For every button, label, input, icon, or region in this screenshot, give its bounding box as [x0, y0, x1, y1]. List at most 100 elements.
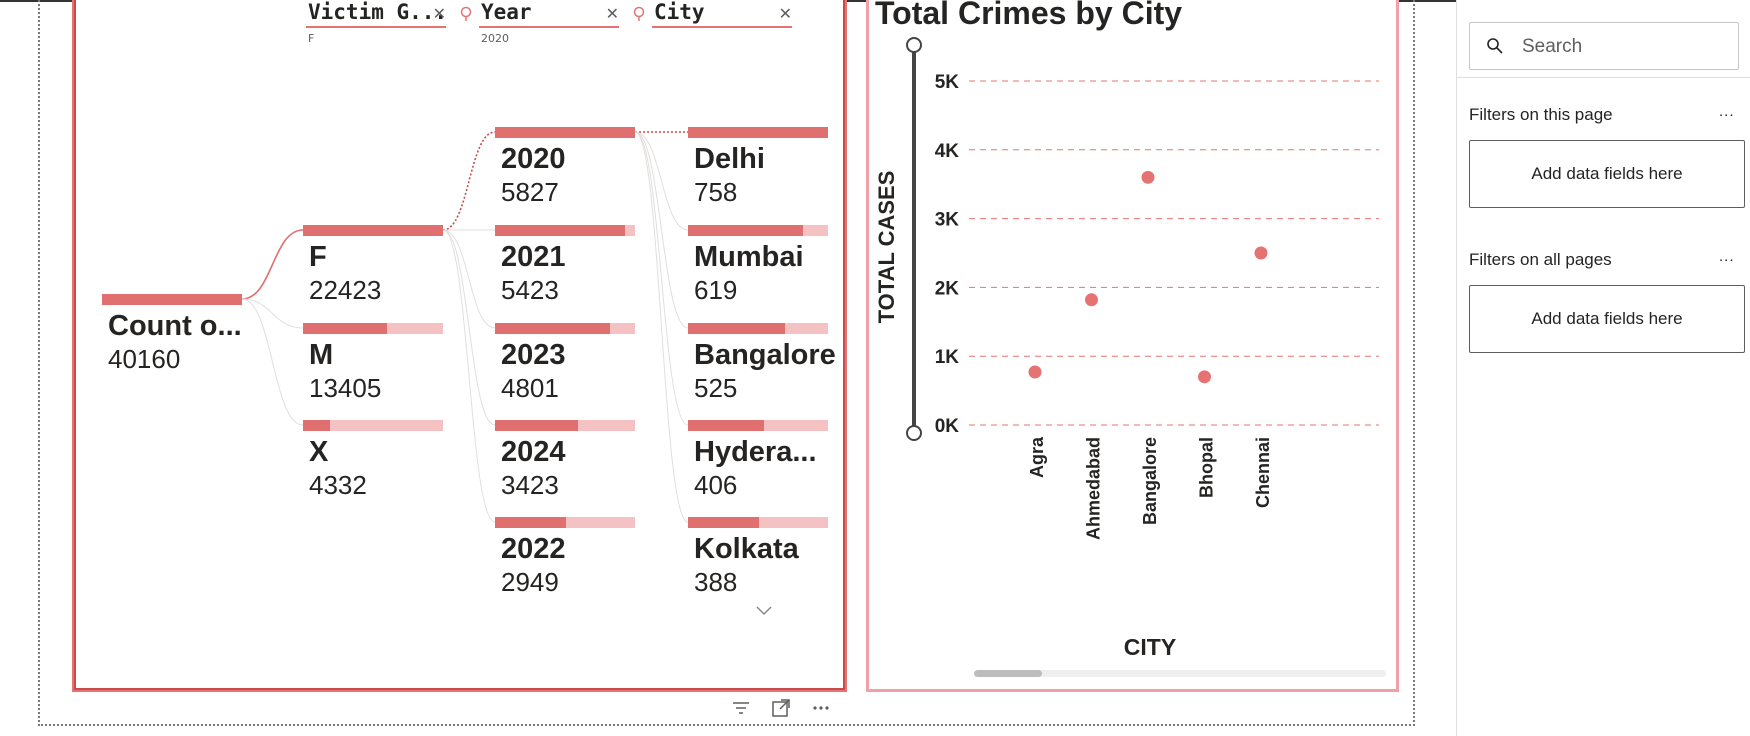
node-bar [495, 323, 635, 334]
tree-link [634, 131, 689, 523]
search-icon [1487, 38, 1503, 54]
tree-link [241, 229, 304, 300]
chart-title: Total Crimes by City [875, 0, 1183, 31]
column-header-city[interactable]: City ✕ [633, 0, 792, 28]
node-bar [303, 323, 443, 334]
data-point[interactable] [1254, 246, 1268, 260]
x-tick-label: Ahmedabad [1084, 437, 1104, 540]
node-label: M [309, 339, 334, 371]
tree-link [442, 131, 496, 231]
node-bar [688, 225, 828, 236]
node-bar [495, 225, 635, 236]
pane-divider [1457, 77, 1750, 78]
tree-link [634, 131, 689, 329]
x-scrollbar-track[interactable] [974, 670, 1386, 677]
scatter-chart-visual[interactable]: 0K 1K 2K 3K 4K 5K TOTAL CASES Agra Ahmedabad Bang… [866, 0, 1399, 692]
close-icon[interactable]: ✕ [778, 4, 792, 23]
node-value: 525 [694, 373, 738, 403]
node-value: 619 [694, 275, 738, 305]
x-tick-label: Agra [1027, 436, 1047, 478]
tree-link [241, 298, 304, 426]
more-options-icon[interactable]: ... [1719, 103, 1735, 120]
node-label: Bangalore [694, 339, 836, 371]
node-value: 2949 [501, 567, 559, 597]
y-tick-label: 4K [935, 141, 960, 162]
node-value: 3423 [501, 470, 559, 500]
bulb-icon [633, 6, 645, 21]
column-header-victim-gender[interactable]: Victim G... ✕ [306, 0, 448, 28]
node-bar [495, 420, 635, 431]
tree-link [442, 229, 496, 329]
column-header-year[interactable]: Year ✕ [460, 0, 619, 28]
x-tick-label: Bhopal [1197, 437, 1217, 498]
data-point[interactable] [1028, 365, 1042, 379]
more-options-icon[interactable]: ... [1719, 248, 1735, 265]
scatter-plot: 0K 1K 2K 3K 4K 5K TOTAL CASES Agra Ahmedabad Bang… [874, 37, 1386, 677]
column-filter-value: 2020 [481, 32, 509, 45]
node-label: Kolkata [694, 533, 799, 565]
slider-handle[interactable] [906, 37, 922, 53]
node-bar [303, 420, 443, 431]
slider-handle[interactable] [906, 425, 922, 441]
node-label: 2020 [501, 143, 566, 175]
filters-pane: Search Filters on this page ... Add data… [1456, 0, 1750, 736]
column-header-label: Year [481, 0, 532, 24]
node-label: X [309, 436, 329, 468]
node-label: 2022 [501, 533, 566, 565]
search-placeholder: Search [1522, 36, 1583, 57]
node-value: 13405 [309, 373, 382, 403]
decomposition-tree-visual[interactable]: Victim G... ✕ F Year ✕ 2020 City ✕ Count… [72, 0, 847, 692]
node-label: F [309, 241, 327, 273]
node-value: 388 [694, 567, 738, 597]
y-tick-label: 0K [935, 416, 960, 437]
x-axis-title: CITY [1124, 634, 1176, 660]
node-bar [688, 420, 828, 431]
section-title-this-page: Filters on this page [1469, 105, 1613, 124]
column-header-label: Victim G... [308, 0, 448, 24]
y-tick-label: 1K [935, 347, 960, 368]
node-bar [495, 517, 635, 528]
tree-link [442, 229, 496, 426]
tree-link [442, 229, 496, 523]
chevron-down-icon[interactable] [754, 603, 774, 617]
close-icon[interactable]: ✕ [605, 4, 619, 23]
node-label: Hydera... [694, 436, 817, 468]
close-icon[interactable]: ✕ [432, 4, 446, 23]
add-data-fields-well-all-pages[interactable]: Add data fields here [1469, 285, 1745, 353]
node-value: 4801 [501, 373, 559, 403]
node-value: 758 [694, 177, 738, 207]
focus-mode-icon[interactable] [770, 697, 792, 719]
y-axis-title: TOTAL CASES [874, 171, 899, 324]
node-value: 5827 [501, 177, 559, 207]
node-bar [688, 127, 828, 138]
data-point[interactable] [1198, 370, 1211, 384]
tree-link [634, 131, 689, 426]
node-label: Count o... [108, 310, 242, 342]
bulb-icon [460, 6, 472, 21]
node-label: 2023 [501, 339, 566, 371]
node-bar [495, 127, 635, 138]
column-filter-value: F [308, 32, 315, 45]
x-scrollbar-thumb[interactable] [974, 670, 1042, 677]
x-tick-label: Bangalore [1140, 437, 1160, 525]
data-point[interactable] [1085, 293, 1098, 307]
tree-link [634, 131, 689, 231]
node-label: 2024 [501, 436, 566, 468]
node-bar [102, 294, 242, 305]
node-bar [688, 517, 828, 528]
section-title-all-pages: Filters on all pages [1469, 250, 1612, 269]
add-data-fields-well-this-page[interactable]: Add data fields here [1469, 140, 1745, 208]
filter-icon[interactable] [730, 697, 752, 719]
column-header-label: City [654, 0, 705, 24]
page-boundary [38, 0, 1415, 726]
node-bar [303, 225, 443, 236]
more-options-icon[interactable] [810, 697, 832, 719]
search-input[interactable]: Search [1469, 22, 1739, 70]
node-bar [688, 323, 828, 334]
tree-link [241, 298, 304, 329]
node-label: Mumbai [694, 241, 804, 273]
y-tick-label: 3K [935, 210, 960, 231]
node-label: 2021 [501, 241, 566, 273]
node-value: 5423 [501, 275, 559, 305]
data-point[interactable] [1141, 170, 1155, 184]
